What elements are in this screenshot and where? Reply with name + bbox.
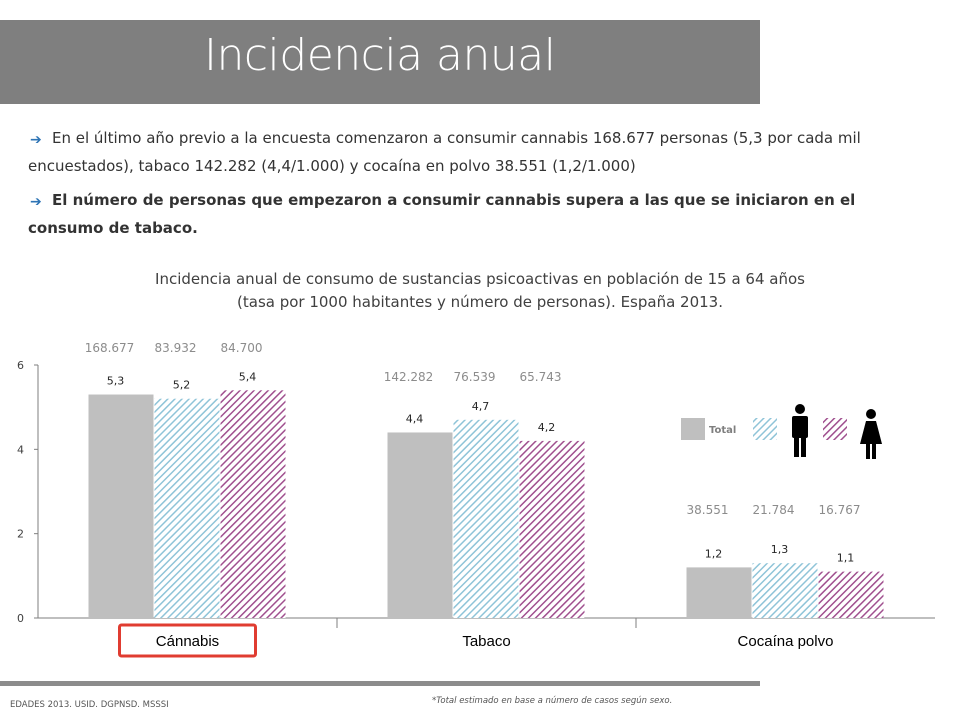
legend-label: Total	[709, 425, 736, 436]
category-label: Cánnabis	[156, 633, 219, 650]
persons-label: 142.282	[384, 370, 434, 384]
category-label: Tabaco	[462, 633, 510, 650]
y-tick-label: 6	[17, 359, 24, 372]
data-label: 1,2	[705, 547, 723, 560]
bar	[752, 563, 818, 618]
footnote: *Total estimado en base a número de caso…	[432, 696, 673, 706]
y-tick-label: 0	[17, 612, 24, 625]
data-label: 1,1	[837, 552, 855, 565]
data-label: 4,2	[538, 421, 556, 434]
persons-label: 168.677	[85, 341, 135, 355]
arrow-right-icon: ➔	[30, 132, 42, 148]
chart-title-line: Incidencia anual de consumo de sustancia…	[155, 270, 805, 288]
persons-label: 16.767	[819, 503, 861, 517]
data-label: 5,4	[239, 370, 257, 383]
bar	[519, 440, 585, 618]
data-label: 1,3	[771, 543, 789, 556]
bullet-text: En el último año previo a la encuesta co…	[28, 129, 861, 175]
persons-label: 76.539	[454, 370, 496, 384]
persons-label: 65.743	[520, 370, 562, 384]
legend-swatch-male	[753, 418, 777, 440]
arrow-right-icon: ➔	[30, 194, 42, 210]
bullet-text: El número de personas que empezaron a co…	[28, 191, 856, 237]
highlight-box	[118, 623, 257, 658]
bar	[453, 419, 519, 618]
persons-label: 83.932	[155, 341, 197, 355]
bar	[154, 398, 220, 618]
bar	[220, 390, 286, 618]
y-tick-label: 2	[17, 528, 24, 541]
bullet-item: ➔ En el último año previo a la encuesta …	[28, 124, 918, 180]
legend-swatch-total	[681, 418, 705, 440]
page-title: Incidencia anual	[204, 30, 556, 81]
data-label: 4,7	[472, 400, 490, 413]
data-label: 5,2	[173, 379, 191, 392]
male-icon	[792, 404, 808, 457]
data-label: 5,3	[107, 375, 125, 388]
bar	[818, 571, 884, 618]
footer-bar	[0, 681, 760, 686]
chart-title-line: (tasa por 1000 habitantes y número de pe…	[237, 293, 723, 311]
source-note: EDADES 2013. USID. DGPNSD. MSSSI	[10, 700, 169, 710]
persons-label: 84.700	[221, 341, 263, 355]
bar-chart: 0 2 4 6 5,3 5,2 5,4 168.677 83.932 84.700 Cánnabi…	[17, 341, 935, 658]
chart-title: Incidencia anual de consumo de sustancia…	[60, 268, 900, 314]
title-bar	[0, 20, 760, 104]
bullet-item: ➔ El número de personas que empezaron a …	[28, 186, 918, 242]
bar	[387, 432, 453, 618]
bar	[88, 394, 154, 618]
female-icon	[860, 409, 882, 459]
y-tick-label: 4	[17, 443, 24, 456]
data-label: 4,4	[406, 412, 424, 425]
category-label: Cocaína polvo	[738, 633, 834, 650]
persons-label: 38.551	[687, 503, 729, 517]
persons-label: 21.784	[753, 503, 795, 517]
legend-swatch-female	[823, 418, 847, 440]
bar	[686, 567, 752, 618]
